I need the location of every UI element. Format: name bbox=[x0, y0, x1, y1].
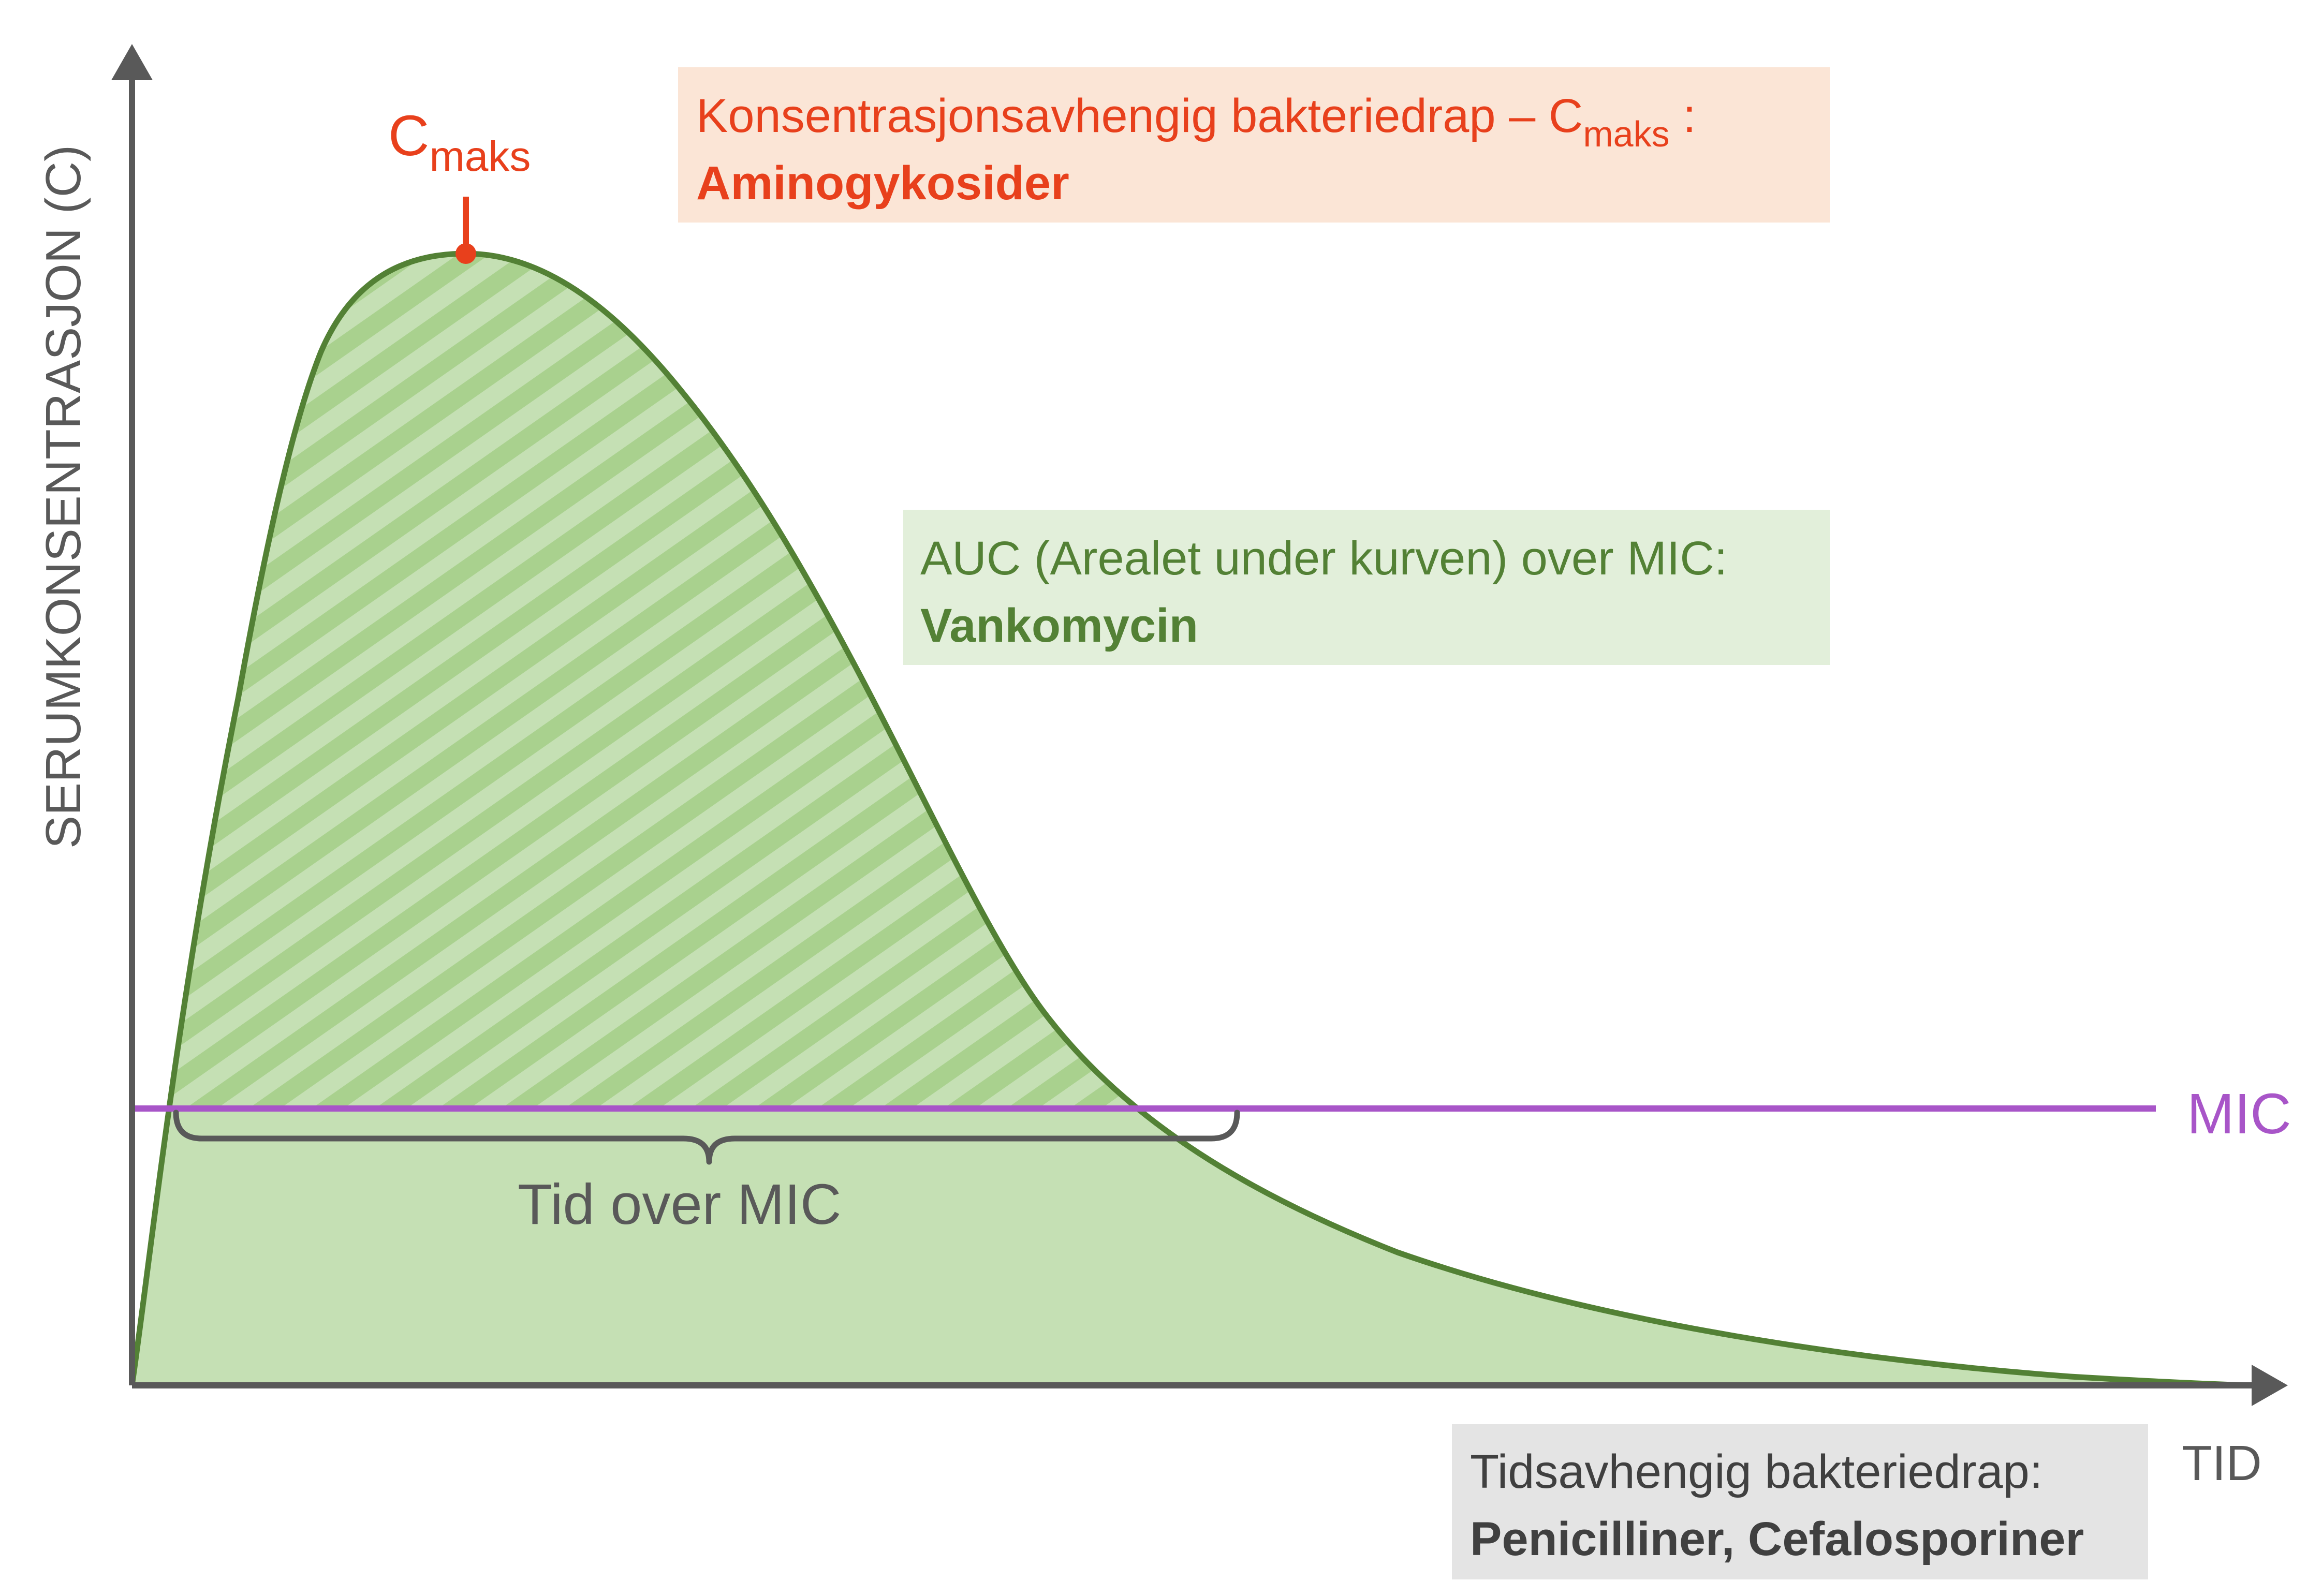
auc-callout-line2: Vankomycin bbox=[920, 599, 1198, 652]
concentration-callout-box bbox=[678, 67, 1830, 223]
cmax-dot bbox=[455, 243, 476, 264]
time-callout-line1: Tidsavhengig bakteriedrap: bbox=[1470, 1445, 2042, 1498]
time-callout-box bbox=[1452, 1424, 2148, 1579]
auc-callout-box bbox=[903, 510, 1830, 665]
time-over-mic-label: Tid over MIC bbox=[518, 1173, 841, 1236]
x-axis-label: TID bbox=[2182, 1436, 2262, 1491]
concentration-callout-line1: Konsentrasjonsavhengig bakteriedrap – Cm… bbox=[696, 90, 1696, 154]
y-axis-arrowhead bbox=[111, 44, 153, 80]
auc-callout-line1: AUC (Arealet under kurven) over MIC: bbox=[920, 532, 1727, 585]
time-callout-line2: Penicilliner, Cefalosporiner bbox=[1470, 1513, 2084, 1565]
y-axis-label: SERUMKONSENTRASJON (C) bbox=[36, 145, 91, 849]
concentration-callout-line2: Aminogykosider bbox=[696, 157, 1069, 210]
time-over-mic-brace bbox=[173, 1110, 1240, 1165]
x-axis-arrowhead bbox=[2252, 1365, 2288, 1406]
mic-label: MIC bbox=[2187, 1082, 2291, 1146]
concentration-curve bbox=[129, 250, 2257, 1388]
auc-above-mic-hatch bbox=[169, 254, 1138, 1109]
cmax-label: Cmaks bbox=[388, 104, 531, 180]
